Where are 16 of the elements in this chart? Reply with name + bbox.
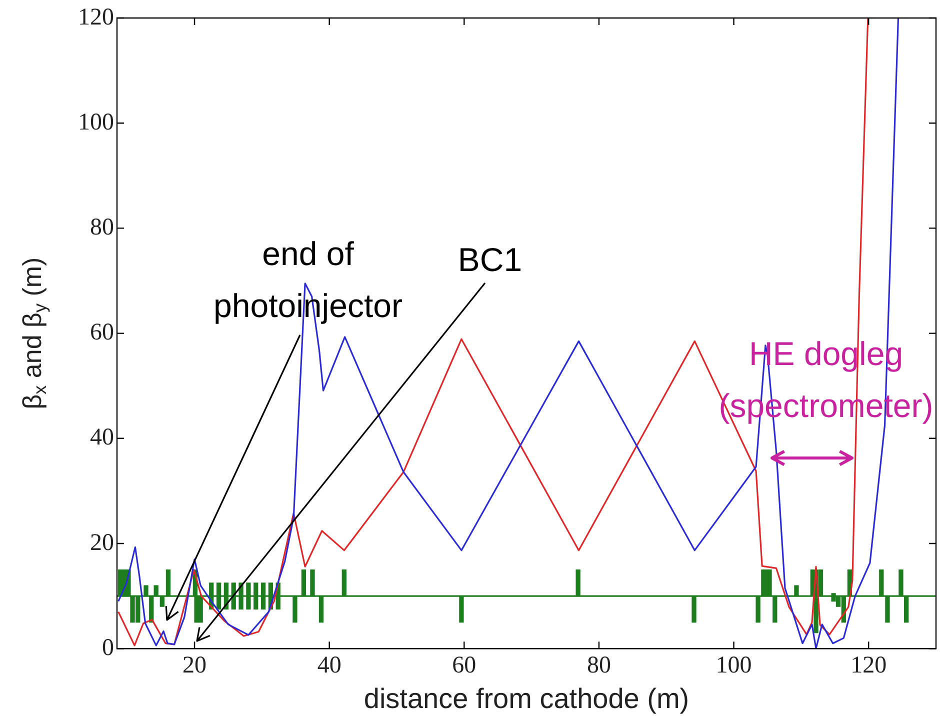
y-tick-label: 80: [90, 214, 114, 240]
x-axis-title: distance from cathode (m): [364, 682, 690, 714]
x-tick-label: 120: [850, 652, 887, 678]
y-axis-title: βx and βy (m): [17, 257, 50, 410]
y-tick-label: 120: [78, 4, 114, 30]
x-tick-label: 20: [182, 652, 207, 678]
y-tick-label: 20: [90, 530, 114, 556]
x-tick-label: 100: [716, 652, 752, 678]
y-tick-label: 60: [90, 320, 114, 346]
annotation: BC1: [458, 241, 522, 278]
y-tick-label: 100: [78, 109, 114, 136]
y-tick-label: 40: [90, 424, 114, 451]
x-tick-label: 40: [317, 652, 342, 678]
x-tick-label: 80: [586, 652, 611, 678]
y-tick-label: 0: [102, 634, 114, 661]
x-tick-label: 60: [452, 652, 476, 678]
